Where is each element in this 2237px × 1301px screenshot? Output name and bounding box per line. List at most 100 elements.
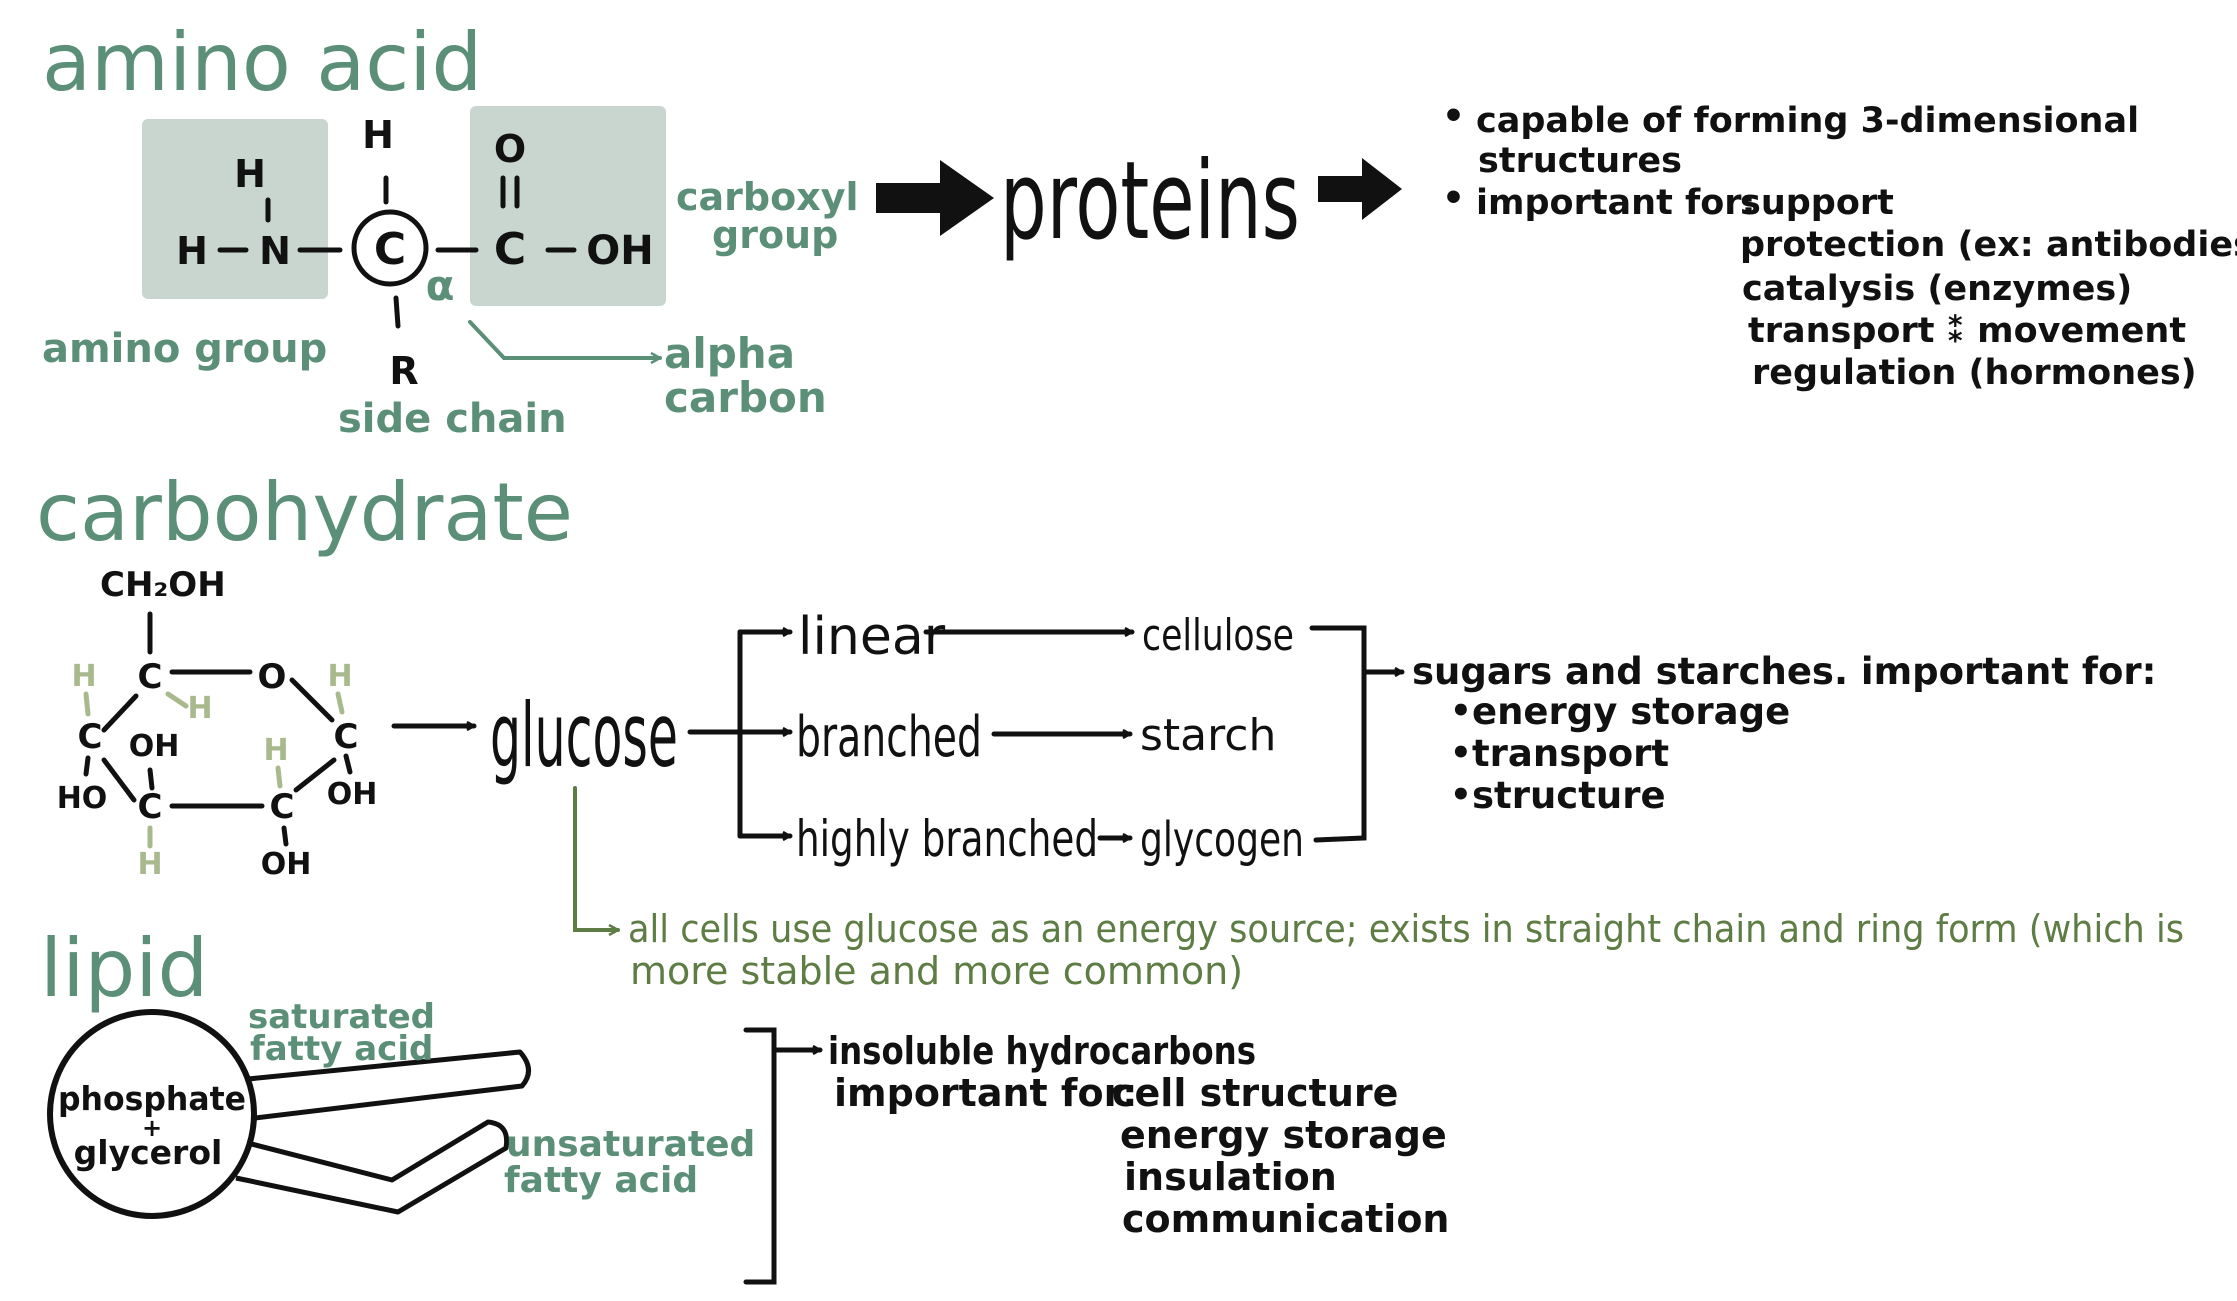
protein-use: transport ⁑ movement — [1748, 311, 2186, 351]
bond-c4-h — [83, 691, 91, 717]
alpha-carbon-label-2: carbon — [664, 373, 827, 422]
amino-acid-title: amino acid — [42, 16, 482, 109]
lipid-use: communication — [1122, 1197, 1449, 1241]
ring-c5: C — [138, 657, 163, 697]
lipid-note-lead: important for: — [834, 1071, 1138, 1115]
ring-c4: C — [78, 717, 103, 757]
branch-highly-branched: highly branched — [796, 810, 1098, 868]
carb-bullet: • — [1450, 733, 1472, 773]
alpha-symbol: α — [426, 261, 455, 310]
saturated-label-2: fatty acid — [250, 1029, 433, 1069]
lipid-use: cell structure — [1112, 1071, 1398, 1115]
alpha-carbon-label-1: alpha — [664, 329, 795, 378]
amino-acid-section: amino acid H H N C H R α O C OH amino gr… — [42, 16, 2237, 442]
branch-linear: linear — [798, 607, 946, 667]
carboxyl-group-label-2: group — [712, 213, 838, 257]
unsaturated-label-2: fatty acid — [504, 1160, 698, 1201]
protein-bullet-1: • — [1442, 96, 1465, 137]
lipid-use: energy storage — [1120, 1113, 1447, 1157]
bond-o-c1 — [289, 677, 335, 723]
glucose-note-pointer — [573, 786, 620, 930]
carbohydrate-section: carbohydrate CH₂OH C O C H OH C H OH C H… — [36, 466, 2184, 993]
ring-c2: C — [270, 787, 295, 827]
ring-c1: C — [334, 717, 359, 757]
oh-c1: OH — [327, 777, 378, 812]
bond-c2-oh — [281, 825, 289, 847]
protein-bullet-2: • — [1442, 178, 1465, 219]
protein-note-2-lead: important for: — [1476, 183, 1756, 223]
ring-o: O — [258, 657, 287, 697]
lipid-title: lipid — [40, 922, 208, 1015]
ch2oh-group: CH₂OH — [100, 565, 226, 605]
h-c4: H — [71, 659, 96, 694]
amino-group-highlight — [142, 119, 328, 299]
carboxyl-oh: OH — [586, 228, 653, 274]
polymer-glycogen: glycogen — [1140, 812, 1304, 868]
lipid-use: insulation — [1124, 1155, 1337, 1199]
carboxyl-group-label-1: carboxyl — [676, 175, 859, 219]
carb-use: transport — [1472, 732, 1669, 775]
oh-c2: OH — [261, 847, 312, 882]
side-chain-r: R — [389, 349, 418, 393]
carb-use: structure — [1472, 774, 1666, 817]
glucose-note-line-1: all cells use glucose as an energy sourc… — [628, 907, 2184, 951]
amino-h-top: H — [234, 152, 266, 196]
bond-c3-oh — [147, 767, 155, 791]
lipid-section: lipid phosphate + glycerol saturated fat… — [40, 922, 1449, 1285]
bond-c3-c4 — [101, 757, 137, 803]
unsaturated-tail — [235, 1119, 510, 1215]
ho-c4: HO — [57, 781, 108, 816]
carb-bullet: • — [1450, 691, 1472, 731]
polymer-cellulose: cellulose — [1142, 610, 1294, 661]
carbohydrate-title: carbohydrate — [36, 466, 573, 559]
carb-use: energy storage — [1472, 690, 1790, 733]
phosphate-glycerol-head — [47, 1009, 257, 1219]
glucose-label: glucose — [490, 684, 678, 787]
carb-summary-lead: sugars and starches. important for: — [1412, 650, 2156, 693]
arrow-proteins-to-notes — [1318, 158, 1402, 220]
bond-c4-ho — [83, 755, 91, 777]
alpha-carbon-circle — [351, 209, 429, 287]
head-phosphate: phosphate — [58, 1079, 246, 1118]
h-c1: H — [327, 659, 352, 694]
polymer-bracket — [1309, 625, 1367, 843]
protein-note-1b: structures — [1478, 141, 1682, 181]
amino-h-left: H — [176, 229, 208, 273]
protein-use: protection (ex: antibodies) — [1740, 225, 2237, 265]
protein-use: regulation (hormones) — [1752, 353, 2197, 393]
amino-n: N — [259, 229, 291, 273]
glucose-note-line-2: more stable and more common) — [630, 949, 1243, 993]
saturated-label-1: saturated — [248, 997, 435, 1037]
h-c2: H — [263, 733, 288, 768]
amino-group-label: amino group — [42, 326, 327, 372]
h-c5: H — [187, 691, 212, 726]
bond-c5-h — [165, 691, 189, 709]
bond-c-r — [393, 295, 401, 329]
proteins-label: proteins — [1000, 139, 1300, 264]
carboxyl-group-highlight — [470, 106, 666, 306]
ring-c3: C — [138, 787, 163, 827]
side-chain-label: side chain — [338, 396, 567, 442]
alpha-h-top: H — [362, 113, 394, 157]
arrow-amino-to-proteins — [876, 160, 994, 236]
protein-use: support — [1740, 183, 1894, 223]
oh-c3: OH — [129, 729, 180, 764]
polymer-starch: starch — [1140, 710, 1276, 761]
bond-c4-c5 — [101, 693, 139, 733]
carboxyl-c: C — [494, 224, 526, 275]
lipid-note-1: insoluble hydrocarbons — [828, 1029, 1256, 1073]
carb-bullet: • — [1450, 775, 1472, 815]
bond-c2-h — [275, 765, 283, 789]
bond-c1-h — [335, 691, 345, 715]
unsaturated-label-1: unsaturated — [506, 1124, 755, 1165]
bond-c1-c2 — [293, 757, 337, 793]
protein-use: catalysis (enzymes) — [1742, 269, 2132, 309]
lipid-bracket — [743, 1027, 777, 1285]
protein-note-1a: capable of forming 3-dimensional — [1476, 101, 2139, 141]
h-c3: H — [137, 847, 162, 882]
alpha-carbon-c: C — [374, 224, 406, 275]
alpha-carbon-pointer — [468, 320, 662, 358]
bond-c1-oh — [343, 753, 353, 775]
saturated-tail — [237, 1049, 531, 1123]
